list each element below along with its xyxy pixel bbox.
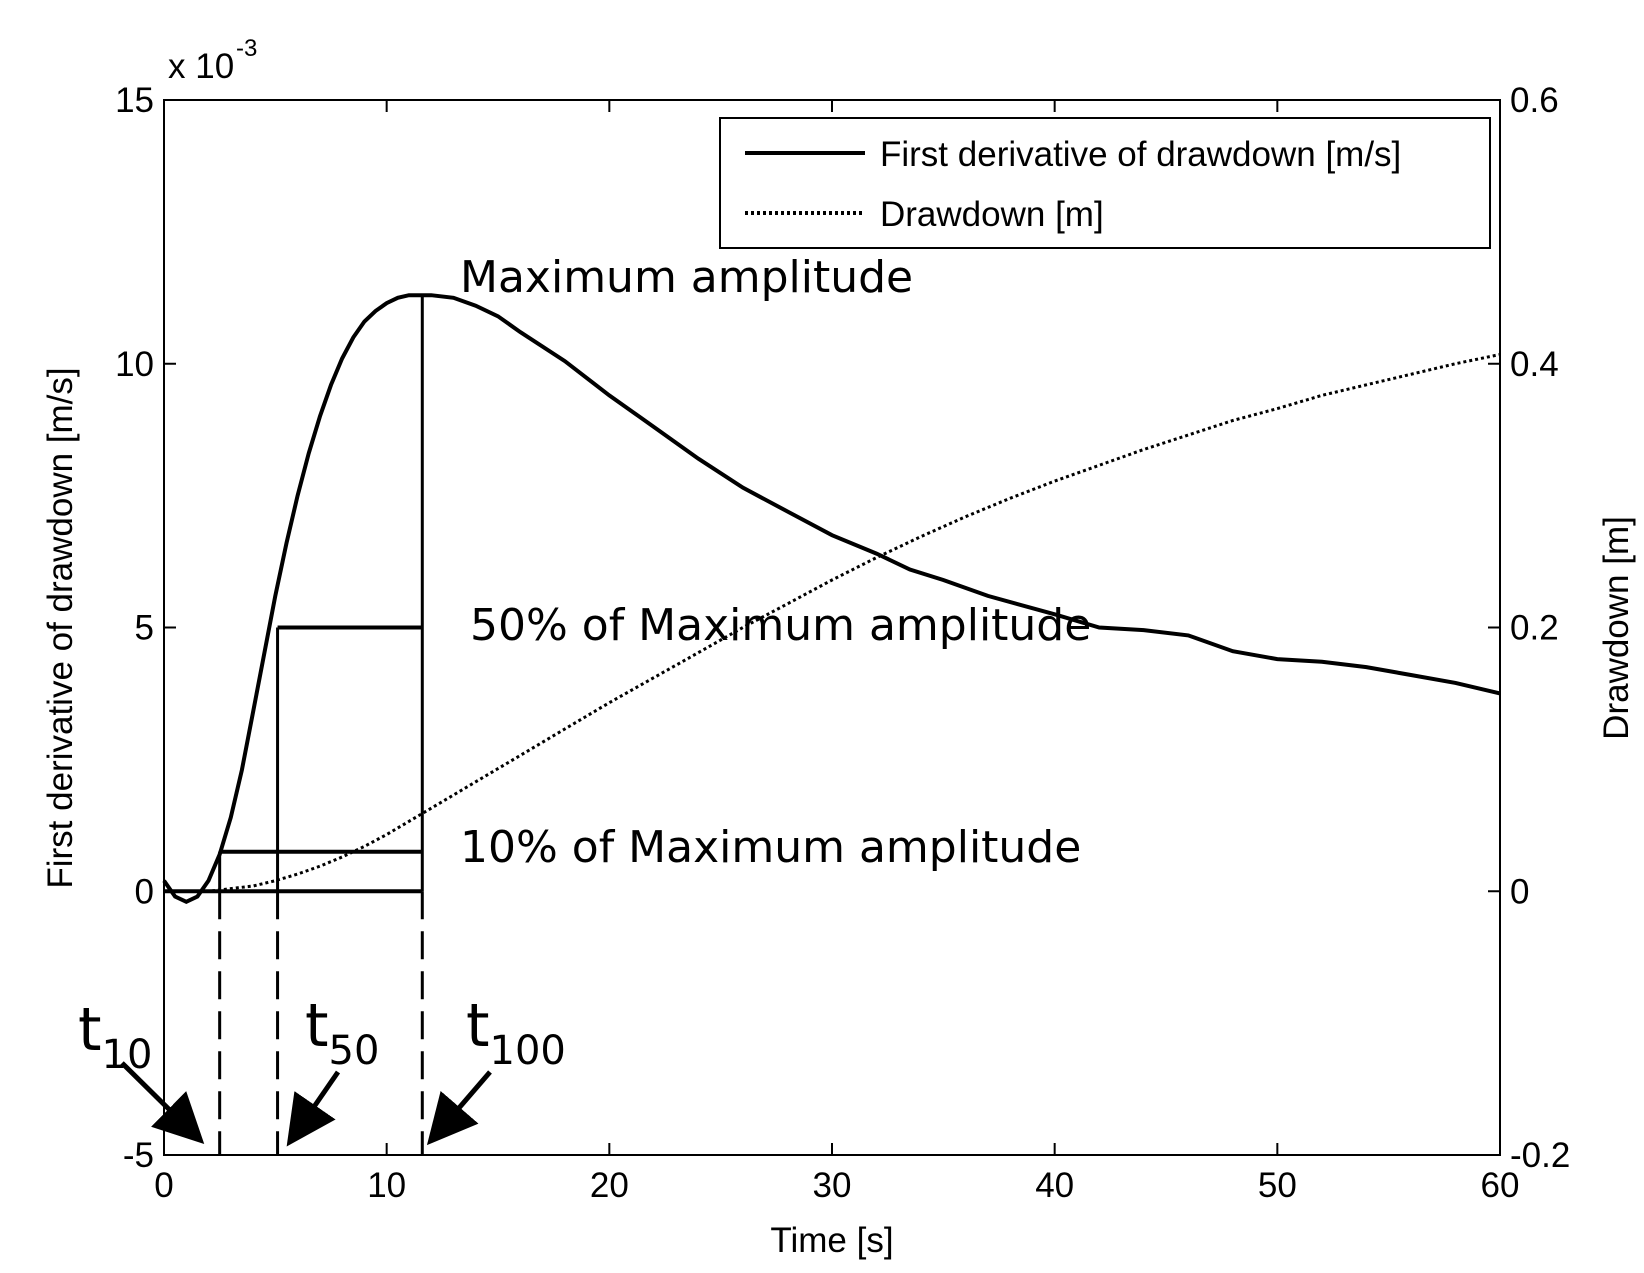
y-tick-label: -5: [123, 1136, 154, 1175]
t100-sub: 100: [490, 1028, 566, 1074]
t10-arrow: [120, 1061, 205, 1145]
y-tick-label: 15: [115, 81, 154, 120]
x-tick-label: 40: [1035, 1166, 1074, 1205]
y-axis-title: First derivative of drawdown [m/s]: [41, 367, 80, 888]
t50-label: t50: [305, 991, 379, 1074]
t100-label: t100: [466, 991, 566, 1074]
y-scale-exponent: -3: [236, 35, 257, 62]
y2-tick-label: 0.4: [1510, 345, 1559, 384]
x-tick-label: 60: [1481, 1166, 1520, 1205]
x-tick-label: 10: [367, 1166, 406, 1205]
fifty-percent-label: 50% of Maximum amplitude: [470, 600, 1091, 651]
x-axis-title: Time [s]: [770, 1221, 893, 1260]
t50-sub: 50: [329, 1028, 380, 1074]
derivative-line: [162, 293, 1501, 905]
t100-arrow: [426, 1070, 492, 1146]
t50-main: t: [305, 991, 329, 1061]
drawdown-line: [164, 353, 1501, 893]
x-tick-label: 0: [154, 1166, 173, 1205]
ten-percent-label: 10% of Maximum amplitude: [460, 822, 1081, 873]
legend: First derivative of drawdown [m/s] Drawd…: [719, 117, 1491, 249]
x-tick-label: 20: [590, 1166, 629, 1205]
y2-tick-label: 0: [1510, 872, 1529, 911]
t10-main: t: [78, 995, 102, 1065]
t100-main: t: [466, 991, 490, 1061]
y2-tick-label: 0.2: [1510, 609, 1559, 648]
y-tick-label: 5: [135, 609, 154, 648]
y-scale-base: x 10: [168, 47, 234, 86]
t50-arrow: [286, 1070, 341, 1147]
legend-label-derivative: First derivative of drawdown [m/s]: [880, 135, 1401, 174]
y-tick-label: 10: [115, 345, 154, 384]
y2-axis-title: Drawdown [m]: [1597, 516, 1636, 740]
x-tick-label: 30: [813, 1166, 852, 1205]
y2-tick-label: -0.2: [1510, 1136, 1570, 1175]
max-amplitude-label: Maximum amplitude: [460, 252, 913, 303]
series-layer: [162, 293, 1501, 905]
y2-tick-label: 0.6: [1510, 81, 1559, 120]
y-tick-label: 0: [135, 872, 154, 911]
t10-label: t10: [78, 995, 152, 1078]
legend-box: [719, 117, 1491, 249]
annotation-lines: [164, 295, 424, 1155]
legend-label-drawdown: Drawdown [m]: [880, 195, 1104, 234]
x-tick-label: 50: [1258, 1166, 1297, 1205]
